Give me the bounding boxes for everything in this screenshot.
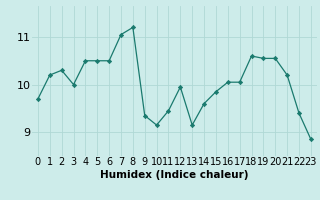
X-axis label: Humidex (Indice chaleur): Humidex (Indice chaleur): [100, 170, 249, 180]
